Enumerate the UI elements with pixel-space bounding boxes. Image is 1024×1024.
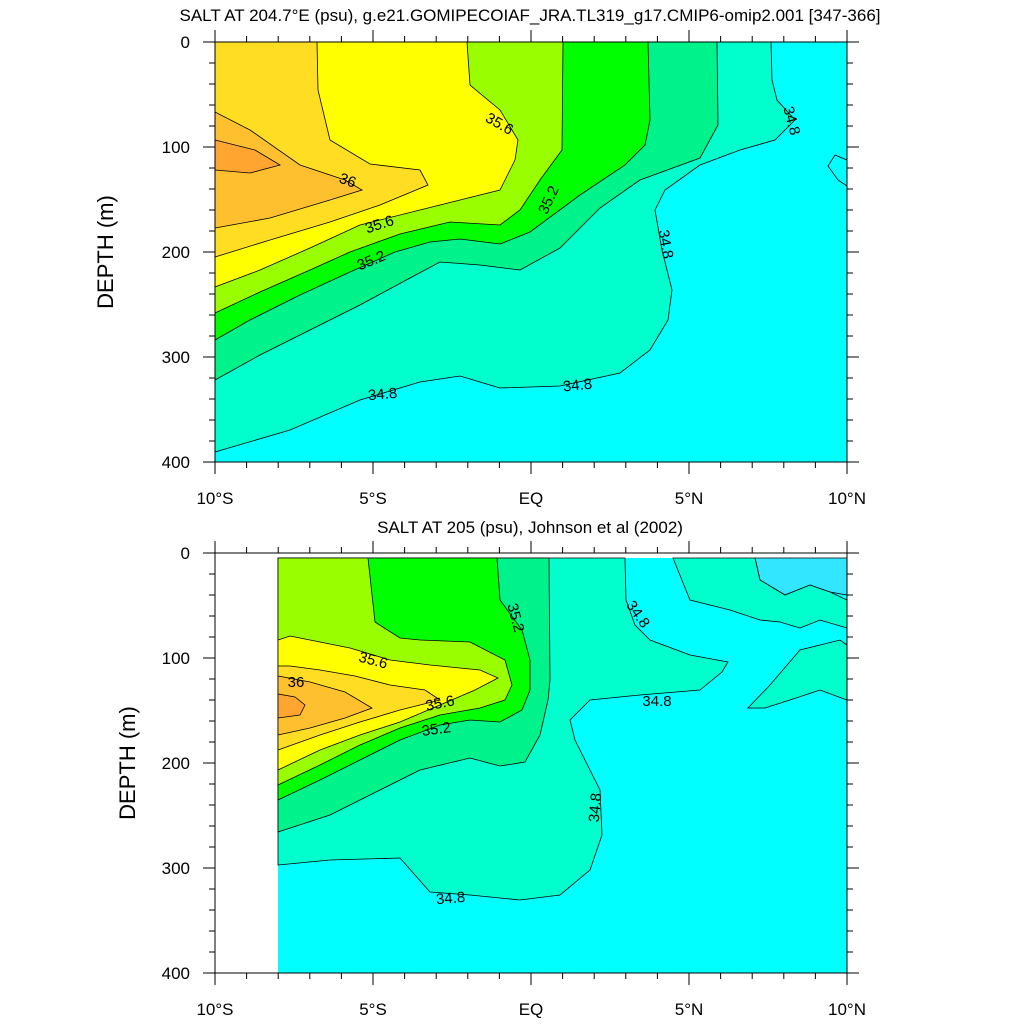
y-axis-label: DEPTH (m) <box>115 706 140 820</box>
x-tick-label: EQ <box>519 489 544 508</box>
contour-band-34.8-tongue <box>747 639 848 709</box>
y-tick-label: 0 <box>181 544 190 563</box>
contour-band-36.0 <box>214 111 363 229</box>
contour-label: 34.8 <box>642 693 671 710</box>
x-tick-label: EQ <box>519 1000 544 1019</box>
contour-plot <box>214 41 848 462</box>
y-tick-label: 300 <box>162 859 190 878</box>
contour-plot <box>277 557 848 973</box>
contour-label: 35.2 <box>503 602 527 635</box>
panel-top: SALT AT 204.7°E (psu), g.e21.GOMIPECOIAF… <box>93 6 881 508</box>
y-tick-labels: 0 100 200 300 400 <box>162 33 190 472</box>
tick-marks <box>203 30 859 474</box>
contour-label: 36 <box>337 170 358 192</box>
contour-label: 35.6 <box>357 649 390 673</box>
chart-title: SALT AT 204.7°E (psu), g.e21.GOMIPECOIAF… <box>179 6 880 25</box>
contour-band-36.2 <box>277 693 306 719</box>
x-tick-label: 10°N <box>828 1000 866 1019</box>
y-tick-label: 100 <box>162 138 190 157</box>
y-tick-label: 300 <box>162 348 190 367</box>
contour-label: 34.8 <box>655 228 677 260</box>
y-tick-label: 0 <box>181 33 190 52</box>
x-tick-label: 5°S <box>359 1000 387 1019</box>
y-tick-label: 100 <box>162 649 190 668</box>
tick-marks <box>203 541 859 985</box>
x-tick-label: 10°S <box>196 489 233 508</box>
x-tick-label: 10°S <box>196 1000 233 1019</box>
y-tick-label: 400 <box>162 453 190 472</box>
contour-label: 34.8 <box>367 385 398 404</box>
y-tick-label: 400 <box>162 964 190 983</box>
chart-title: SALT AT 205 (psu), Johnson et al (2002) <box>377 518 683 537</box>
x-tick-label: 10°N <box>828 489 866 508</box>
x-tick-labels: 10°S 5°S EQ 5°N 10°N <box>196 1000 866 1019</box>
x-tick-label: 5°S <box>359 489 387 508</box>
y-tick-label: 200 <box>162 754 190 773</box>
contour-label: 35.2 <box>421 719 452 740</box>
contour-label: 34.8 <box>435 889 466 908</box>
contour-label: 35.6 <box>424 692 456 715</box>
axes: 10°S 5°S EQ 5°N 10°N 0 100 200 300 400 D… <box>93 30 866 508</box>
contour-band-36.0 <box>277 675 373 736</box>
contour-label: 34.8 <box>779 105 803 138</box>
y-axis-label: DEPTH (m) <box>93 195 118 309</box>
y-tick-labels: 0 100 200 300 400 <box>162 544 190 983</box>
panel-bottom: SALT AT 205 (psu), Johnson et al (2002) … <box>115 518 866 1019</box>
x-tick-labels: 10°S 5°S EQ 5°N 10°N <box>196 489 866 508</box>
contour-labels: 35.2 34.8 35.6 36 35.6 35.2 34.8 34.8 34… <box>288 598 672 909</box>
x-tick-label: 5°N <box>675 1000 704 1019</box>
contour-label: 34.8 <box>562 376 593 396</box>
y-tick-label: 200 <box>162 243 190 262</box>
contour-label: 34.8 <box>586 792 605 823</box>
axes: 10°S 5°S EQ 5°N 10°N 0 100 200 300 400 D… <box>115 541 866 1019</box>
contour-label: 36 <box>288 674 305 691</box>
x-tick-label: 5°N <box>675 489 704 508</box>
